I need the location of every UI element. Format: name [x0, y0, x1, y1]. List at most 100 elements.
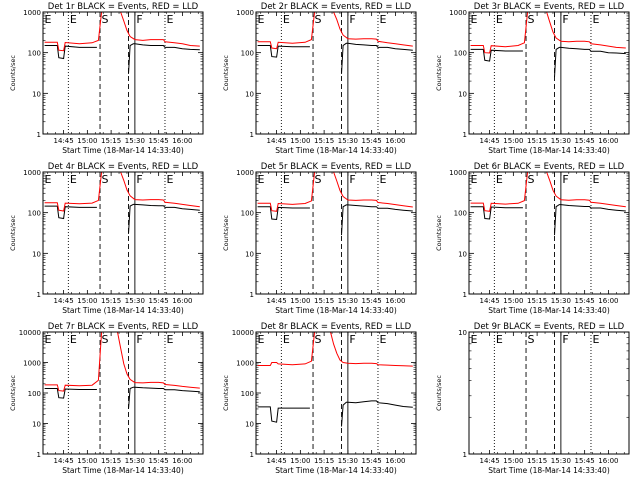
chart-panel-1: Det 1r BLACK = Events, RED = LLD Counts/s…: [9, 2, 204, 155]
x-tick-label: 15:15: [527, 457, 547, 465]
event-marker-label: E: [283, 13, 290, 26]
y-axis-label: Counts/sec: [9, 55, 17, 91]
event-marker-label: F: [349, 13, 355, 26]
series-line-black-events: [44, 203, 200, 234]
x-tick-label: 15:15: [314, 457, 334, 465]
x-tick-label: 15:30: [338, 297, 358, 305]
event-marker-label: F: [136, 333, 142, 346]
y-tick-label: 1000: [236, 9, 254, 17]
x-tick-label: 16:00: [385, 457, 405, 465]
panel-title: Det 9r BLACK = Events, RED = LLD: [474, 322, 625, 332]
x-tick-label: 15:45: [575, 457, 595, 465]
event-marker-label: S: [315, 13, 322, 26]
x-axis-label: Start Time (18-Mar-14 14:33:40): [488, 146, 610, 155]
event-marker-label: F: [136, 173, 142, 186]
y-tick-label: 100: [28, 210, 41, 218]
x-tick-label: 15:45: [149, 297, 169, 305]
y-axis-label: Counts/sec: [222, 55, 230, 91]
chart-panel-3: Det 3r BLACK = Events, RED = LLD Counts/s…: [435, 2, 630, 155]
x-tick-label: 15:45: [362, 137, 382, 145]
y-tick-label: 1: [37, 291, 41, 299]
panel-frame: [42, 11, 204, 135]
series-line-black-events: [257, 42, 413, 74]
panel-frame: [255, 331, 417, 455]
x-tick-label: 14:45: [54, 457, 74, 465]
panel-title: Det 1r BLACK = Events, RED = LLD: [48, 2, 199, 12]
x-tick-label: 14:45: [54, 137, 74, 145]
y-tick-label: 10: [458, 329, 467, 337]
x-axis-label: Start Time (18-Mar-14 14:33:40): [62, 146, 184, 155]
event-marker-label: E: [258, 333, 265, 346]
panel-frame: [255, 171, 417, 295]
event-marker-label: S: [315, 173, 322, 186]
event-marker-label: E: [471, 13, 478, 26]
y-tick-label: 1: [37, 451, 41, 459]
x-tick-label: 15:00: [290, 137, 310, 145]
y-tick-label: 10: [32, 421, 41, 429]
series-group: [257, 12, 413, 74]
event-marker-label: E: [379, 173, 386, 186]
y-tick-label: 1000: [23, 360, 41, 368]
event-marker-label: F: [562, 173, 568, 186]
event-marker-label: F: [349, 173, 355, 186]
x-tick-label: 15:30: [125, 457, 145, 465]
panel-title: Det 6r BLACK = Events, RED = LLD: [474, 162, 625, 172]
series-line-red-lld: [470, 12, 626, 54]
series-line-red-lld: [257, 12, 413, 50]
series-group: [44, 332, 200, 409]
y-tick-label: 1: [250, 451, 254, 459]
x-axis-label: Start Time (18-Mar-14 14:33:40): [62, 466, 184, 475]
x-tick-label: 15:15: [101, 297, 121, 305]
y-tick-label: 1: [250, 291, 254, 299]
y-axis-label: Counts/sec: [222, 215, 230, 251]
chart-panel-2: Det 2r BLACK = Events, RED = LLD Counts/s…: [222, 2, 417, 155]
x-tick-label: 15:00: [503, 457, 523, 465]
series-line-red-lld: [44, 12, 200, 52]
series-line-black-events: [44, 386, 200, 409]
series-line-black-events: [257, 204, 413, 236]
y-axis-label: Counts/sec: [9, 375, 17, 411]
x-tick-label: 14:45: [267, 297, 287, 305]
x-tick-label: 15:00: [77, 457, 97, 465]
x-axis-label: Start Time (18-Mar-14 14:33:40): [275, 146, 397, 155]
x-tick-label: 15:30: [551, 457, 571, 465]
chart-panel-4: Det 4r BLACK = Events, RED = LLD Counts/s…: [9, 162, 204, 315]
y-axis-label: Counts/sec: [222, 375, 230, 411]
event-marker-label: E: [283, 333, 290, 346]
x-tick-label: 15:15: [101, 457, 121, 465]
x-tick-label: 16:00: [172, 457, 192, 465]
y-tick-label: 1000: [236, 360, 254, 368]
x-axis-label: Start Time (18-Mar-14 14:33:40): [488, 466, 610, 475]
x-tick-label: 15:30: [551, 297, 571, 305]
panel-frame: [468, 11, 630, 135]
panel-title: Det 2r BLACK = Events, RED = LLD: [261, 2, 412, 12]
x-tick-label: 15:45: [362, 457, 382, 465]
x-tick-label: 15:30: [125, 137, 145, 145]
panel-title: Det 7r BLACK = Events, RED = LLD: [48, 322, 199, 332]
y-tick-label: 10: [245, 90, 254, 98]
x-tick-label: 15:45: [362, 297, 382, 305]
y-tick-label: 1000: [449, 169, 467, 177]
event-marker-label: E: [70, 173, 77, 186]
event-marker-label: S: [102, 173, 109, 186]
event-marker-label: E: [471, 333, 478, 346]
series-group: [44, 12, 200, 74]
event-marker-label: E: [166, 173, 173, 186]
x-tick-label: 16:00: [598, 457, 618, 465]
panel-frame: [42, 171, 204, 295]
event-marker-label: S: [528, 173, 535, 186]
series-group: [44, 172, 200, 234]
x-tick-label: 15:30: [338, 137, 358, 145]
event-marker-label: E: [592, 13, 599, 26]
x-tick-label: 14:45: [480, 297, 500, 305]
event-marker-label: E: [496, 13, 503, 26]
x-tick-label: 15:00: [77, 297, 97, 305]
y-tick-label: 10: [32, 250, 41, 258]
event-marker-label: E: [70, 13, 77, 26]
event-marker-label: F: [562, 333, 568, 346]
event-marker-label: E: [379, 333, 386, 346]
y-tick-label: 1000: [236, 169, 254, 177]
event-marker-label: E: [496, 333, 503, 346]
y-tick-label: 100: [241, 50, 254, 58]
y-tick-label: 100: [241, 210, 254, 218]
